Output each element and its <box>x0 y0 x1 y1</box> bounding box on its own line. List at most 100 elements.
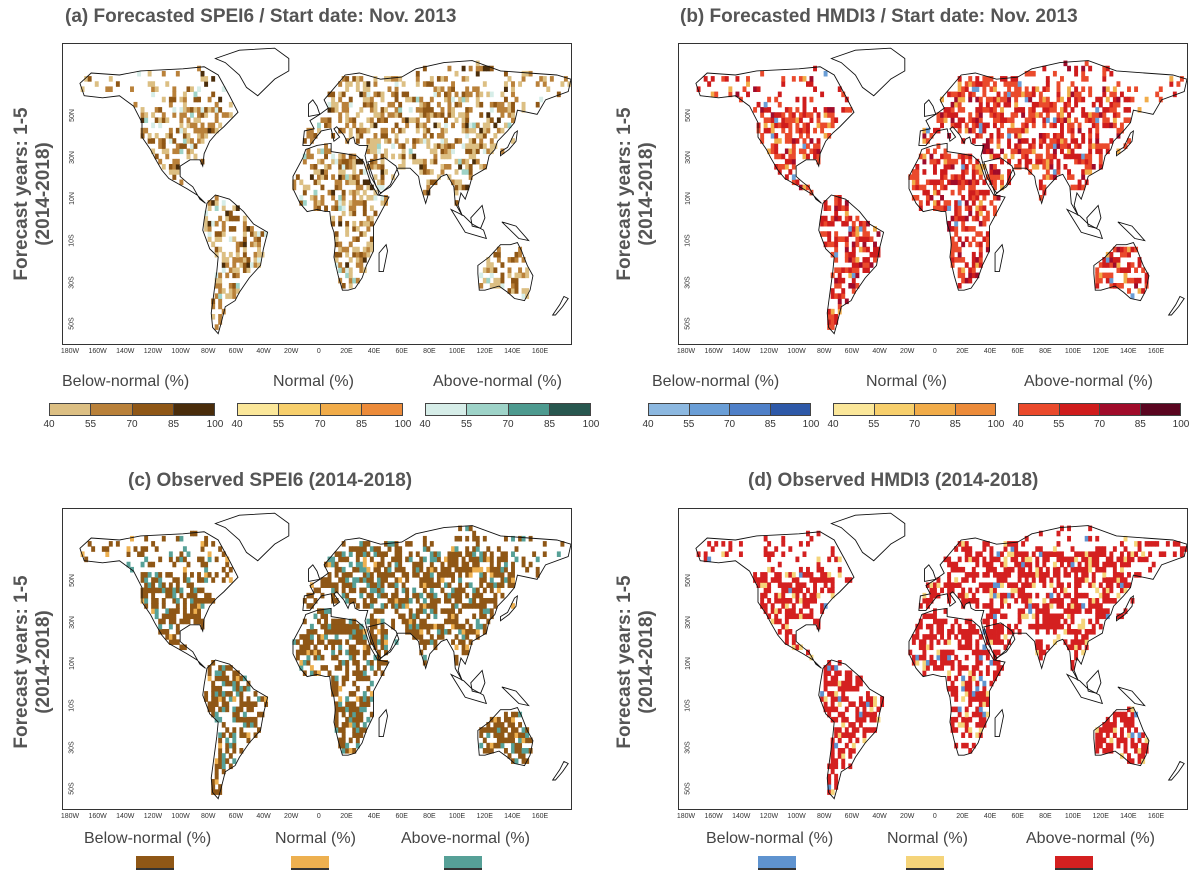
anomaly-cell <box>767 117 772 123</box>
coastline-japan <box>1116 129 1134 157</box>
anomaly-cell <box>1127 572 1131 578</box>
anomaly-cell <box>137 551 142 557</box>
anomaly-cell <box>834 231 839 237</box>
panel-d-swatch-normal <box>906 856 944 870</box>
anomaly-cell <box>334 598 339 604</box>
anomaly-cell <box>1035 556 1040 563</box>
anomaly-cell <box>468 566 473 573</box>
anomaly-cell <box>482 133 487 139</box>
anomaly-cell <box>228 732 233 738</box>
anomaly-cell <box>746 76 750 82</box>
anomaly-cell <box>1060 598 1064 604</box>
colorbar-tick-label: 70 <box>314 419 326 430</box>
anomaly-cell <box>961 629 966 635</box>
anomaly-cell <box>985 241 990 248</box>
anomaly-cell <box>844 251 849 258</box>
anomaly-cell <box>1109 277 1114 284</box>
anomaly-cell <box>172 587 177 594</box>
lon-tick-label: 140E <box>504 348 521 355</box>
anomaly-cell <box>1081 566 1086 573</box>
anomaly-cell <box>1049 623 1054 630</box>
anomaly-cell <box>714 541 719 547</box>
anomaly-cell <box>844 742 849 749</box>
anomaly-cell <box>798 148 803 155</box>
anomaly-cell <box>1081 76 1086 82</box>
anomaly-cell <box>806 153 810 160</box>
colorbar-segment <box>834 404 875 415</box>
anomaly-cell <box>436 556 441 563</box>
anomaly-cell <box>320 169 325 175</box>
anomaly-cell <box>232 675 237 682</box>
anomaly-cell <box>940 659 944 666</box>
anomaly-cell <box>791 143 796 149</box>
anomaly-cell <box>975 556 980 563</box>
anomaly-cell <box>168 556 173 563</box>
panel-b-legend-above-label: Above-normal (%) <box>1024 373 1153 390</box>
anomaly-cell <box>968 670 973 676</box>
anomaly-cell <box>348 200 353 206</box>
lon-tick-label: 80E <box>1039 348 1052 355</box>
anomaly-cell <box>412 629 417 635</box>
anomaly-cell <box>1112 577 1117 583</box>
anomaly-cell <box>855 706 860 713</box>
anomaly-cell <box>465 546 470 552</box>
anomaly-cell <box>975 665 980 671</box>
anomaly-cell <box>299 179 304 186</box>
anomaly-cell <box>813 127 817 134</box>
anomaly-cell <box>925 200 930 206</box>
anomaly-cell <box>992 613 997 620</box>
anomaly-cell <box>989 561 994 568</box>
anomaly-cell <box>190 148 194 155</box>
anomaly-cell <box>479 732 484 738</box>
anomaly-cell <box>436 598 441 604</box>
anomaly-cell <box>207 592 212 599</box>
anomaly-cell <box>228 763 233 770</box>
anomaly-cell <box>830 582 835 588</box>
anomaly-cell <box>781 603 786 609</box>
anomaly-cell <box>1169 81 1174 87</box>
anomaly-cell <box>1056 86 1061 92</box>
anomaly-cell <box>957 257 962 263</box>
anomaly-cell <box>317 174 321 180</box>
anomaly-cell <box>844 696 849 702</box>
anomaly-cell <box>1028 561 1033 568</box>
anomaly-cell <box>996 608 1001 614</box>
anomaly-cell <box>489 598 494 604</box>
anomaly-cell <box>341 623 346 630</box>
anomaly-cell <box>791 76 796 82</box>
anomaly-cell <box>214 768 219 775</box>
anomaly-cell <box>1035 623 1040 630</box>
anomaly-cell <box>221 220 226 227</box>
anomaly-cell <box>978 200 983 206</box>
anomaly-cell <box>925 665 930 671</box>
anomaly-cell <box>943 184 948 191</box>
anomaly-cell <box>511 732 515 738</box>
anomaly-cell <box>405 629 410 635</box>
anomaly-cell <box>989 634 994 640</box>
anomaly-cell <box>451 551 455 557</box>
anomaly-cell <box>961 169 966 175</box>
anomaly-cell <box>950 246 955 253</box>
anomaly-cell <box>858 711 863 718</box>
anomaly-cell <box>376 184 381 191</box>
anomaly-cell <box>161 582 166 588</box>
colorbar-segment <box>874 404 915 415</box>
anomaly-cell <box>1077 639 1082 645</box>
anomaly-cell <box>1127 86 1131 92</box>
anomaly-cell <box>968 732 973 738</box>
anomaly-cell <box>1105 96 1110 103</box>
anomaly-cell <box>1056 582 1061 588</box>
anomaly-cell <box>1123 272 1128 279</box>
anomaly-cell <box>865 696 870 702</box>
panel-c-ylabel: Forecast years: 1-5 (2014-2018) <box>11 562 55 762</box>
anomaly-cell <box>774 608 779 614</box>
anomaly-cell <box>239 716 244 723</box>
anomaly-cell <box>915 164 920 170</box>
anomaly-cell <box>341 158 346 165</box>
anomaly-cell <box>313 205 318 211</box>
anomaly-cell <box>1098 112 1103 118</box>
anomaly-cell <box>214 251 219 258</box>
anomaly-cell <box>809 138 814 144</box>
anomaly-cell <box>228 753 233 759</box>
anomaly-cell <box>429 566 434 573</box>
